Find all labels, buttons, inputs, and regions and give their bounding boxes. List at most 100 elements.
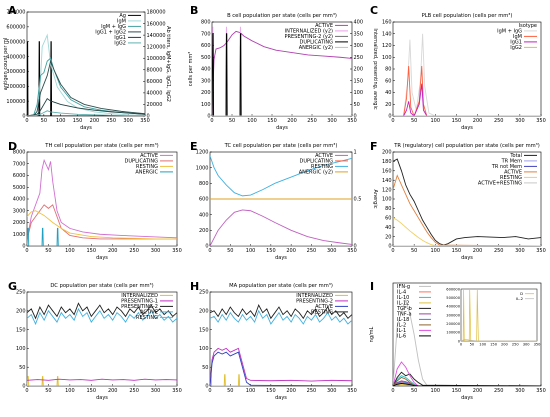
y2-tick-label: 80000 xyxy=(147,67,163,73)
legend-label: INTERNALIZED xyxy=(296,293,333,299)
legend-label: INTERNALIZED (y2) xyxy=(285,29,333,35)
panel-letter: I xyxy=(370,280,374,293)
y-tick-label: 600000 xyxy=(6,25,25,31)
panel-i: I0 50 100 150 200 250 300 350daysng/mLIFN-gIL-4… xyxy=(369,280,546,401)
y-tick-label: 4000 xyxy=(13,197,26,203)
chart-title: TC cell population per state (cells per … xyxy=(224,143,338,149)
series-group xyxy=(393,298,541,386)
panel-h: H MA population per state (cells per mm³)… xyxy=(190,280,357,401)
legend-label: PRESENTING-2 xyxy=(121,304,158,310)
panel-g: G DC population per state (cells per mm³)… xyxy=(8,280,182,401)
legend-label: RESTING xyxy=(311,310,333,316)
legend-label: RESTING xyxy=(136,164,158,170)
chart-title: TR (regulatory) cell population per stat… xyxy=(393,143,540,149)
y-tick-label: 3000 xyxy=(13,208,26,214)
legend-label: TGF-b xyxy=(396,306,412,312)
series-group xyxy=(27,158,177,246)
y-tick-label: 140 xyxy=(382,31,392,37)
x-tick-label: 200 xyxy=(473,388,483,394)
chart-title: MA population per state (cells per mm³) xyxy=(229,283,333,289)
y2-tick-label: 120000 xyxy=(147,44,166,50)
y-tick-label: 100000 xyxy=(6,99,25,105)
legend-label: IL-2 xyxy=(397,323,406,329)
x-tick-label: 100 xyxy=(65,248,75,254)
y2-tick-label: 180000 xyxy=(147,10,166,16)
panel-letter: E xyxy=(190,140,198,153)
y-tick-label: 800 xyxy=(201,20,211,26)
series-line-4 xyxy=(393,217,541,246)
y-tick-label: 250 xyxy=(16,290,26,296)
series-line-3 xyxy=(27,227,177,246)
legend-label: ACTIVE xyxy=(504,170,522,176)
y2-tick-label: 350 xyxy=(354,31,364,37)
x-tick-label: 300 xyxy=(515,388,525,394)
x-tick-label: 300 xyxy=(515,118,525,124)
chart-title: DC population per state (cells per mm³) xyxy=(50,283,153,289)
series-group xyxy=(27,33,145,116)
y-axis-label: cells per mm³ xyxy=(188,52,194,86)
inset-y-tick-label: 0 xyxy=(458,339,461,343)
x-tick-label: 100 xyxy=(246,388,256,394)
y-tick-label: 40 xyxy=(385,90,391,96)
x-tick-label: 150 xyxy=(267,118,277,124)
y-tick-label: 120 xyxy=(382,43,392,49)
series-line-3 xyxy=(27,307,177,326)
x-axis-label: days xyxy=(96,395,108,401)
y-tick-label: 200000 xyxy=(6,84,25,90)
y-tick-label: 6000 xyxy=(13,173,26,179)
y2-tick-label: 60000 xyxy=(147,79,163,85)
x-tick-label: 300 xyxy=(327,388,337,394)
x-tick-label: 250 xyxy=(307,388,317,394)
inset-x-tick-label: 0 xyxy=(460,343,463,347)
x-tick-label: 200 xyxy=(286,388,296,394)
y-tick-label: 200 xyxy=(199,228,209,234)
inset-x-tick-label: 300 xyxy=(523,343,531,347)
x-tick-label: 150 xyxy=(452,388,462,394)
y-tick-label: 0 xyxy=(22,114,25,120)
y2-axis-label: Ab titers, IgM+IgG, IgG1, IgG2 xyxy=(165,26,171,102)
legend-label: IgG1 + IgG2 xyxy=(95,30,126,36)
x-tick-label: 0 xyxy=(208,248,211,254)
y-tick-label: 700 xyxy=(201,31,211,37)
x-tick-label: 50 xyxy=(227,248,233,254)
inset-y-tick-label: 100000 xyxy=(446,331,460,335)
inset-frame xyxy=(460,288,538,342)
x-tick-label: 200 xyxy=(286,248,296,254)
y2-tick-label: 160000 xyxy=(147,21,166,27)
x-axis-label: days xyxy=(96,255,108,261)
y2-tick-label: 0.5 xyxy=(354,197,362,203)
y-tick-label: 1000 xyxy=(13,232,26,238)
y2-tick-label: 0 xyxy=(147,114,150,120)
y-tick-label: 0 xyxy=(205,244,208,250)
y-tick-label: 700000 xyxy=(6,10,25,16)
x-tick-label: 100 xyxy=(431,118,441,124)
legend-label: TNF-a xyxy=(396,312,412,318)
x-tick-label: 50 xyxy=(411,248,417,254)
x-tick-label: 350 xyxy=(172,248,182,254)
x-tick-label: 350 xyxy=(140,118,150,124)
plot-frame xyxy=(26,11,146,117)
y-tick-label: 600 xyxy=(201,43,211,49)
legend-label: IgG2 xyxy=(510,45,522,51)
x-tick-label: 300 xyxy=(515,248,525,254)
legend-label: ACTIVE xyxy=(315,23,333,29)
x-tick-label: 100 xyxy=(431,248,441,254)
y2-tick-label: 0 xyxy=(354,244,357,250)
inset-x-tick-label: 50 xyxy=(470,343,475,347)
series-group xyxy=(393,33,541,116)
inset-x-tick-label: 250 xyxy=(512,343,520,347)
legend-label: IgG1 xyxy=(510,40,522,46)
x-tick-label: 0 xyxy=(391,118,394,124)
legend-label: DUPLICATING xyxy=(125,159,159,165)
inset-y-tick-label: 400000 xyxy=(446,305,460,309)
legend-label: ACTIVE xyxy=(315,153,333,159)
x-tick-label: 200 xyxy=(108,248,118,254)
series-line-8 xyxy=(393,361,541,386)
legend-label: Total xyxy=(509,153,522,159)
panel-letter: B xyxy=(190,4,198,17)
series-line-2 xyxy=(393,375,541,386)
x-tick-label: 0 xyxy=(25,388,28,394)
inset-x-tick-label: 150 xyxy=(490,343,498,347)
y-tick-label: 120 xyxy=(382,187,392,193)
